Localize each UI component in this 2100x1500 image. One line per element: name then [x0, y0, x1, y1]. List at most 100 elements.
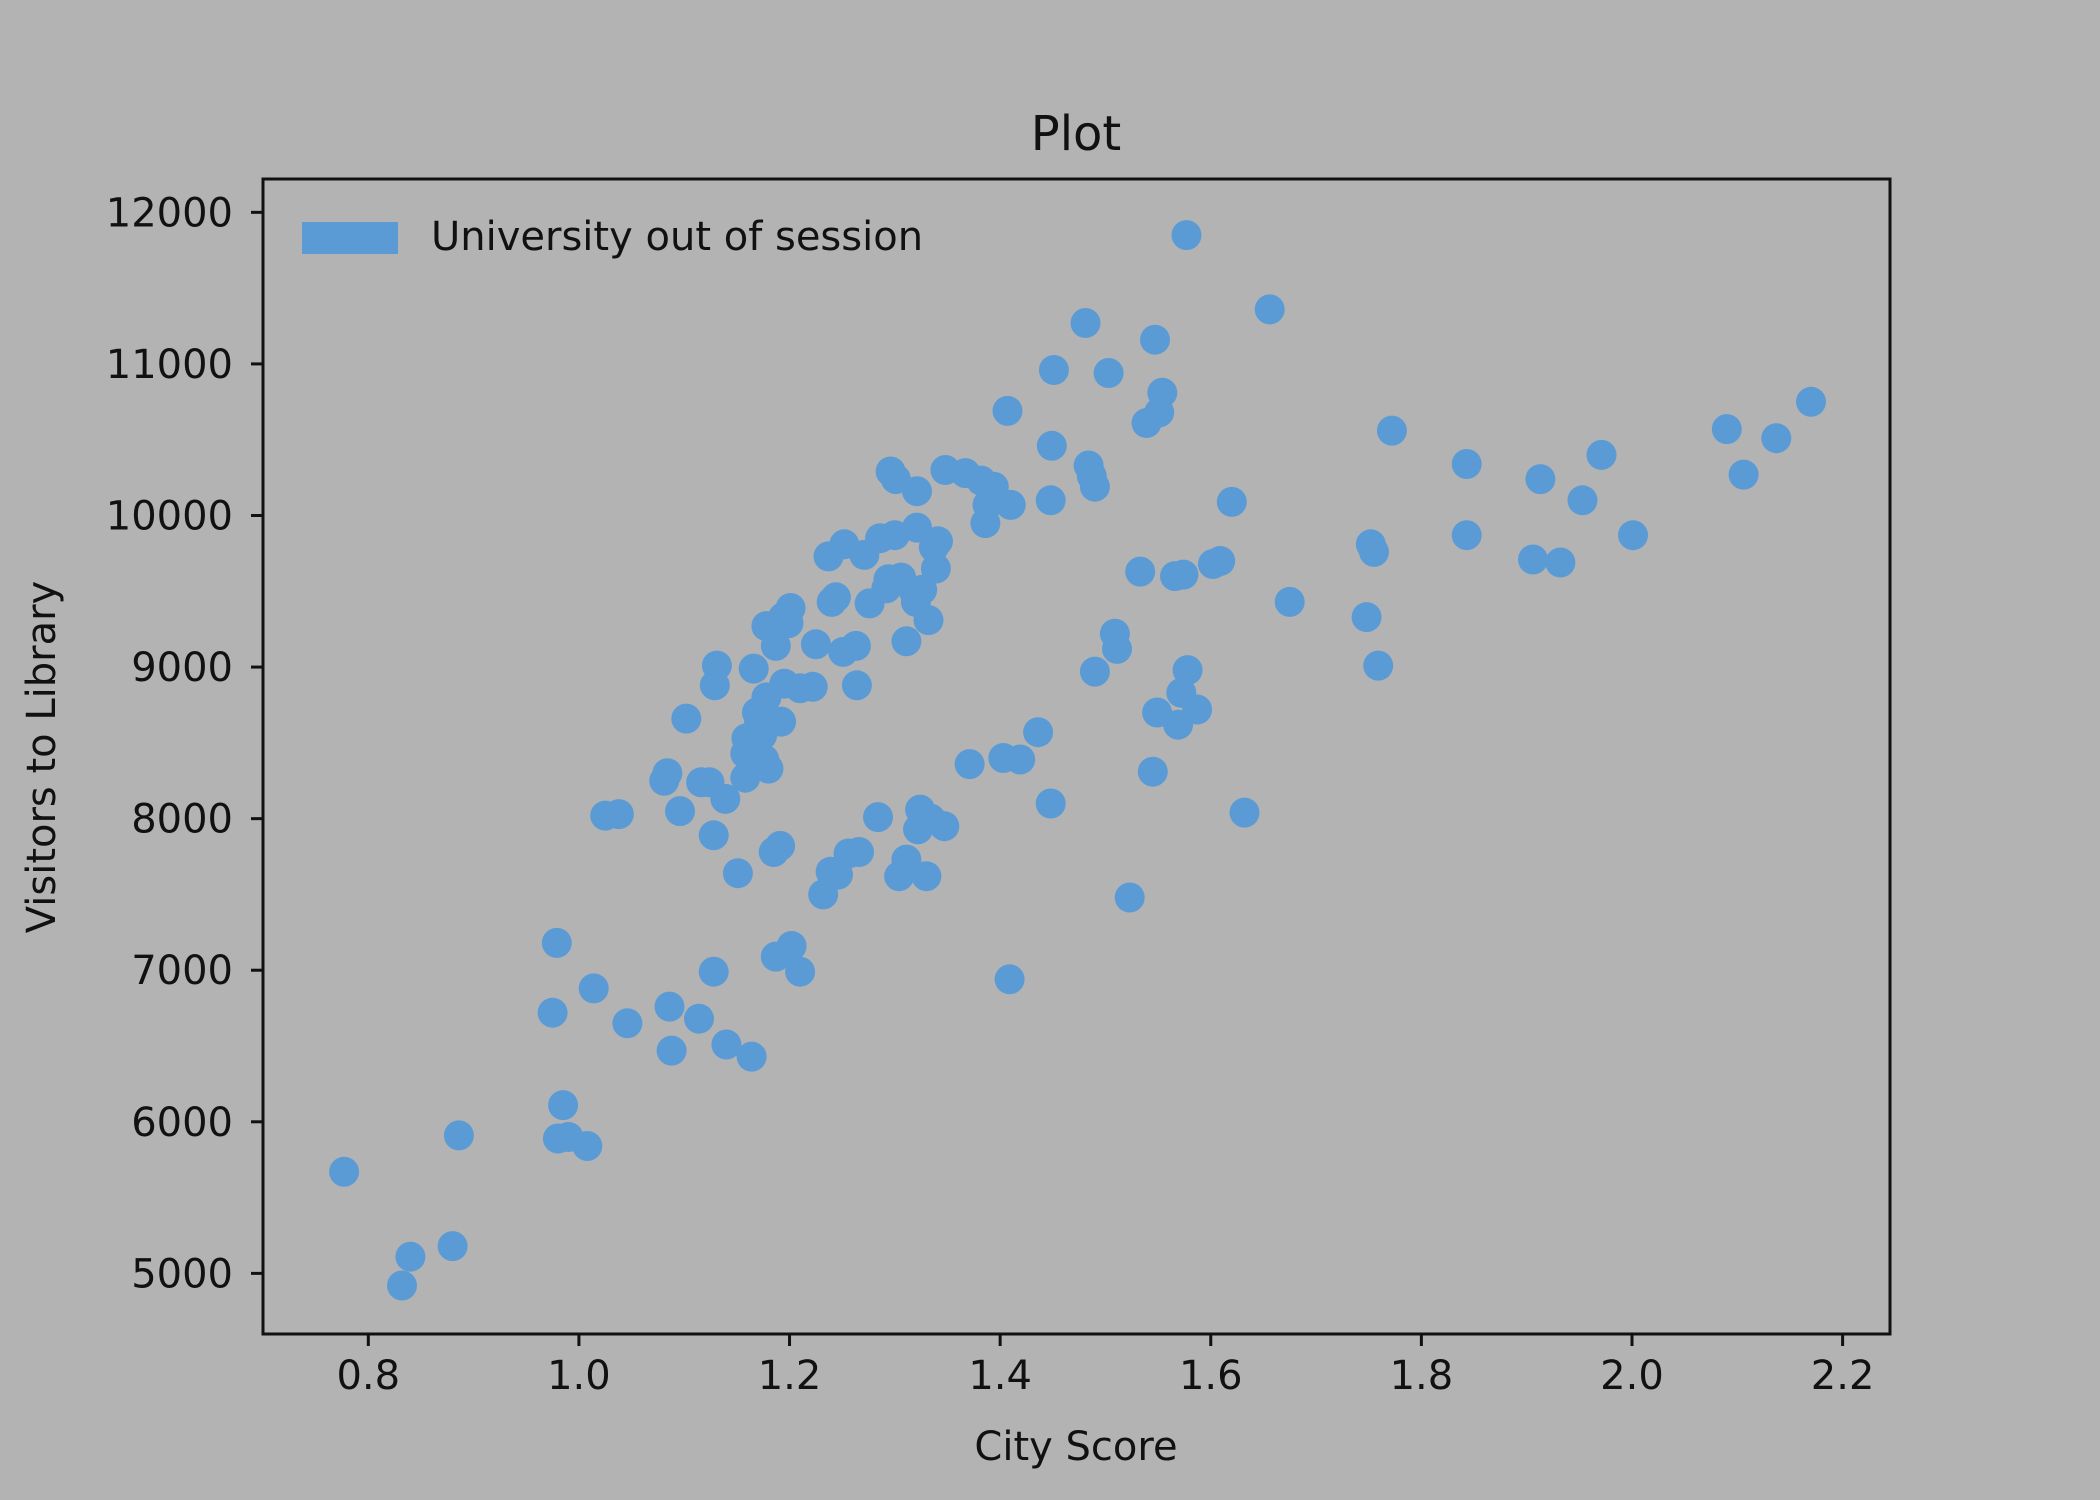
data-point — [797, 671, 828, 702]
y-tick-label: 10000 — [106, 493, 233, 539]
x-tick-label: 0.8 — [336, 1353, 400, 1399]
data-point — [1172, 655, 1203, 686]
data-point — [387, 1270, 417, 1301]
data-point — [730, 762, 761, 793]
data-point — [765, 830, 796, 861]
data-point — [1376, 415, 1407, 446]
data-point — [785, 956, 816, 987]
data-point — [992, 395, 1023, 426]
data-point — [1038, 355, 1069, 385]
data-point — [698, 956, 729, 987]
x-tick-label: 1.2 — [758, 1353, 822, 1399]
data-point — [1359, 536, 1389, 567]
data-point — [994, 964, 1025, 995]
data-point — [738, 653, 769, 684]
data-point — [1147, 377, 1178, 408]
data-point — [603, 799, 634, 830]
data-point — [736, 1041, 767, 1072]
data-point — [1168, 559, 1199, 590]
y-tick-label: 9000 — [131, 645, 233, 691]
data-point — [1351, 602, 1382, 633]
data-point — [1545, 547, 1576, 578]
data-point — [902, 476, 932, 507]
data-point — [1114, 882, 1145, 913]
data-point — [572, 1131, 603, 1161]
y-tick-label: 5000 — [131, 1251, 233, 1297]
data-point — [437, 1231, 468, 1262]
data-point — [820, 582, 851, 613]
data-point — [710, 783, 741, 814]
data-point — [1274, 586, 1305, 617]
data-points-layer — [329, 220, 1826, 1301]
data-point — [911, 861, 942, 892]
x-tick-label: 2.0 — [1600, 1353, 1664, 1399]
data-point — [1567, 485, 1598, 516]
data-point — [711, 1029, 742, 1060]
plot-area-frame — [261, 177, 1892, 1336]
data-point — [891, 844, 922, 875]
data-point — [1171, 220, 1202, 251]
chart-title: Plot — [1031, 106, 1121, 162]
data-point — [1182, 694, 1213, 725]
data-point — [1023, 717, 1054, 748]
legend-label: University out of session — [431, 214, 923, 260]
data-point — [654, 991, 685, 1022]
x-tick-label: 1.4 — [968, 1353, 1032, 1399]
data-point — [1586, 439, 1617, 470]
data-point — [1451, 520, 1482, 551]
legend: University out of session — [302, 214, 923, 260]
data-point — [1728, 459, 1759, 490]
data-point — [1093, 358, 1124, 388]
data-point — [913, 605, 944, 636]
x-tick-label: 1.0 — [547, 1353, 611, 1399]
data-point — [1796, 386, 1826, 417]
data-point — [701, 650, 732, 681]
data-point — [1229, 797, 1260, 828]
data-point — [760, 630, 791, 661]
data-point — [1036, 430, 1067, 461]
data-point — [766, 706, 797, 737]
data-point — [684, 1003, 714, 1034]
data-point — [1035, 485, 1066, 516]
data-point — [1079, 471, 1110, 502]
data-point — [1079, 656, 1110, 687]
data-point — [1518, 544, 1548, 575]
data-point — [1125, 556, 1156, 587]
data-point — [1205, 546, 1236, 576]
data-point — [1005, 744, 1036, 775]
data-point — [1216, 486, 1247, 517]
data-point — [863, 802, 893, 833]
y-tick-label: 7000 — [131, 948, 233, 994]
data-point — [920, 553, 951, 584]
data-point — [841, 670, 872, 701]
data-point — [1525, 464, 1556, 495]
y-axis: 5000 6000 7000 8000 9000 10000 11000 12000 — [106, 190, 263, 1297]
data-point — [1761, 423, 1792, 454]
data-point — [995, 489, 1026, 520]
data-point — [1140, 324, 1170, 355]
data-point — [776, 931, 807, 961]
data-point — [840, 630, 871, 661]
data-point — [1102, 633, 1132, 664]
data-point — [1363, 650, 1394, 681]
data-point — [698, 820, 729, 851]
data-point — [395, 1241, 426, 1272]
data-point — [443, 1120, 474, 1151]
x-tick-label: 1.6 — [1179, 1353, 1243, 1399]
data-point — [665, 796, 695, 827]
x-tick-label: 2.2 — [1811, 1353, 1875, 1399]
data-point — [578, 973, 609, 1004]
data-point — [722, 858, 753, 889]
data-point — [891, 626, 922, 657]
data-point — [775, 593, 806, 623]
data-point — [548, 1090, 579, 1121]
y-tick-label: 6000 — [131, 1100, 233, 1146]
data-point — [1137, 756, 1168, 787]
data-point — [1035, 788, 1066, 819]
data-point — [929, 811, 960, 842]
y-tick-label: 8000 — [131, 797, 233, 843]
x-tick-label: 1.8 — [1390, 1353, 1454, 1399]
data-point — [753, 753, 784, 784]
data-point — [541, 927, 572, 958]
